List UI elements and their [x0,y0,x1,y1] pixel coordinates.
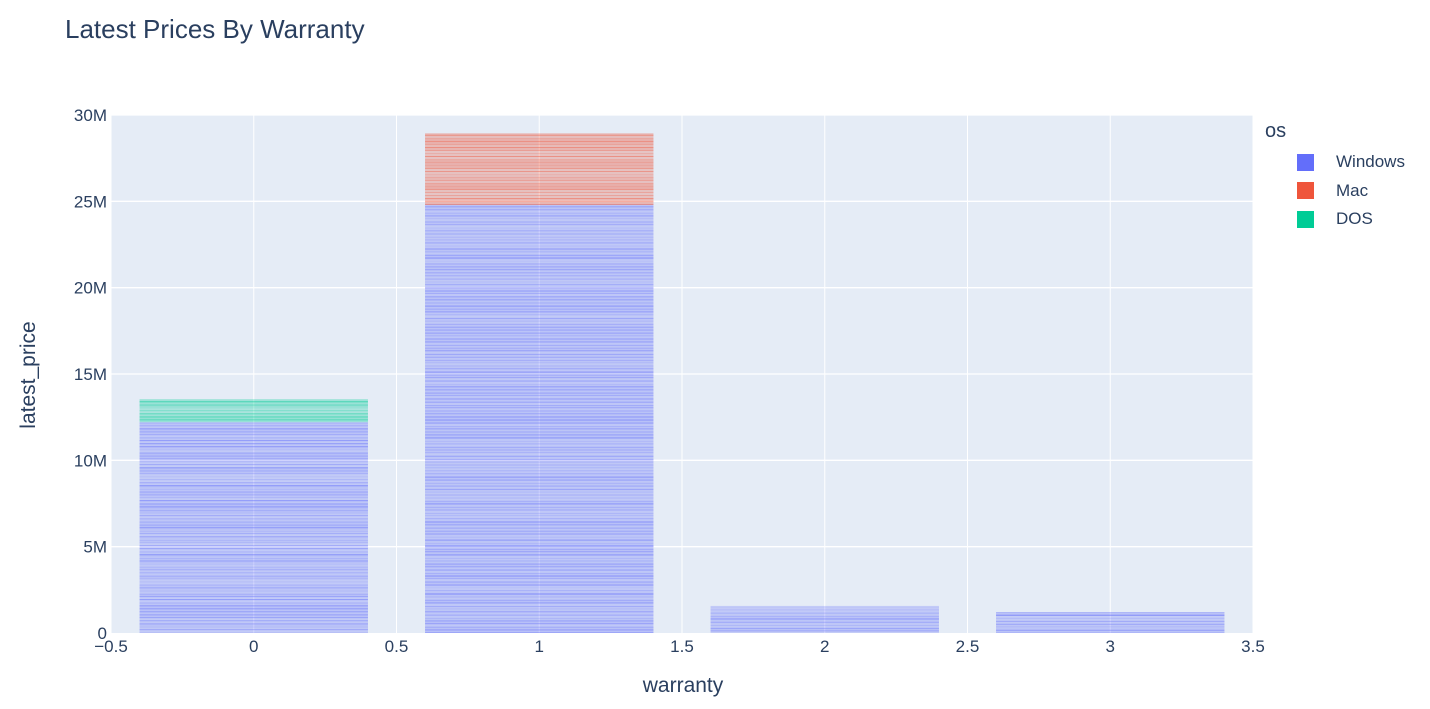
y-tick-label: 10M [74,451,107,470]
x-tick-label: 1.5 [670,637,694,656]
legend-label-dos: DOS [1336,209,1373,229]
bar-windows-warranty-2 [710,605,939,633]
bar-windows-warranty-3 [996,612,1225,633]
x-axis-title: warranty [642,674,724,697]
legend-swatch-dos [1297,210,1314,228]
legend-swatch-mac [1297,182,1314,200]
bar-mac-warranty-1 [425,133,654,205]
chart-title: Latest Prices By Warranty [65,14,365,44]
legend-label-mac: Mac [1336,180,1369,200]
legend-swatch-windows [1297,153,1314,171]
bar-windows-warranty-0 [139,421,368,633]
bar-windows-warranty-1 [425,204,654,633]
y-tick-label: 25M [74,192,107,211]
legend-item-windows[interactable]: Windows [1265,148,1425,177]
y-tick-label: 0 [98,624,107,643]
y-tick-label: 30M [74,106,107,125]
legend-item-dos[interactable]: DOS [1265,205,1425,234]
x-tick-label: 0.5 [385,637,409,656]
legend-item-mac[interactable]: Mac [1265,177,1425,206]
y-tick-label: 20M [74,279,107,298]
x-tick-label: 3 [1106,637,1115,656]
y-axis-title: latest_price [17,321,40,429]
y-tick-label: 5M [83,538,107,557]
legend: os Windows Mac DOS [1265,120,1425,234]
x-tick-label: 2.5 [956,637,980,656]
x-tick-label: 2 [820,637,829,656]
x-tick-label: 3.5 [1241,637,1265,656]
bar-dos-warranty-0 [139,399,368,423]
x-tick-label: −0.5 [94,637,128,656]
legend-label-windows: Windows [1336,152,1405,172]
x-tick-label: 0 [249,637,258,656]
legend-title: os [1265,120,1287,142]
x-tick-label: 1 [535,637,544,656]
y-tick-label: 15M [74,365,107,384]
